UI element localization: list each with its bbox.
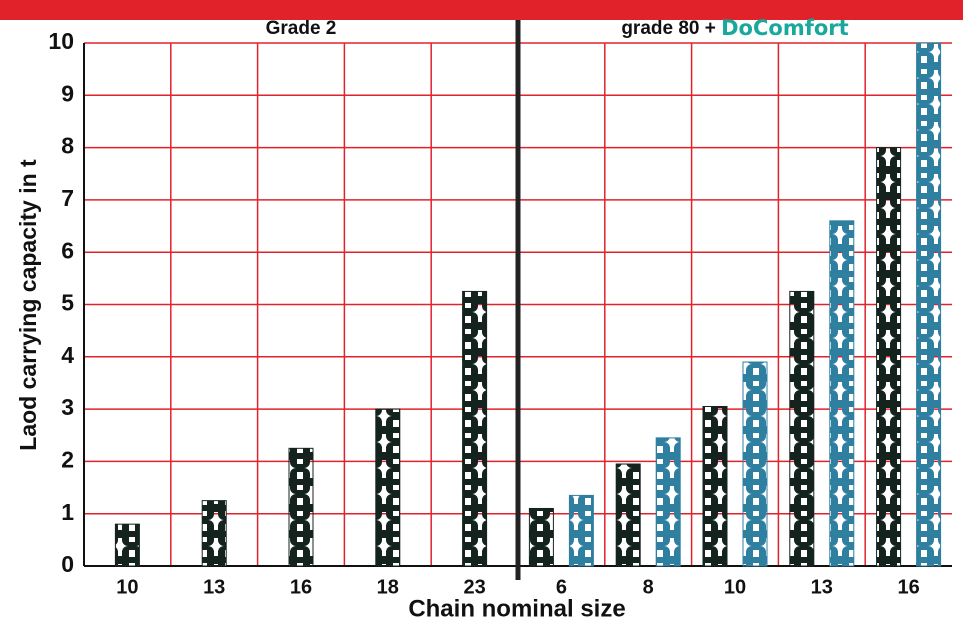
- chain-bar: [615, 463, 641, 567]
- y-axis-title: Laod carrying capacity in t: [15, 159, 41, 451]
- y-tick-label: 3: [61, 394, 74, 420]
- x-tick-label: 23: [463, 576, 485, 598]
- group-header: Grade 2: [266, 18, 337, 39]
- y-tick-label: 4: [61, 342, 74, 368]
- x-tick-label: 16: [290, 576, 312, 598]
- chain-bar: [568, 494, 594, 567]
- y-tick-label: 6: [61, 237, 74, 263]
- x-tick-label: 6: [556, 576, 567, 598]
- y-tick-label: 2: [61, 446, 74, 472]
- x-tick-label: 13: [811, 576, 833, 598]
- chain-bar: [528, 507, 554, 567]
- series-name: DoComfort: [721, 16, 849, 40]
- y-tick-label: 10: [48, 28, 74, 54]
- x-tick-label: 18: [377, 576, 399, 598]
- chain-bar: [655, 437, 681, 567]
- y-tick-label: 1: [61, 499, 74, 525]
- top-band: [0, 0, 963, 20]
- x-tick-label: 16: [897, 576, 919, 598]
- chain-bar: [876, 147, 902, 567]
- x-tick-label: 10: [116, 576, 138, 598]
- chain-bar: [375, 408, 401, 567]
- group-title: Grade 2: [266, 18, 337, 39]
- group-header: grade 80 + DoComfort: [621, 16, 848, 40]
- group-title: grade 80 +: [621, 18, 716, 39]
- y-tick-label: 5: [61, 290, 74, 316]
- chain-bar: [201, 500, 227, 567]
- x-axis-title: Chain nominal size: [408, 595, 625, 622]
- chain-bar: [114, 523, 140, 567]
- y-tick-label: 8: [61, 133, 74, 159]
- chain-bar: [916, 42, 942, 567]
- chain-bar: [462, 290, 488, 567]
- chain-bar: [702, 405, 728, 567]
- chain-bar: [789, 290, 815, 567]
- x-tick-label: 13: [203, 576, 225, 598]
- x-tick-label: 8: [643, 576, 654, 598]
- chain-bar: [742, 361, 768, 567]
- x-tick-label: 10: [724, 576, 746, 598]
- y-tick-label: 9: [61, 80, 74, 106]
- chain-bar: [829, 220, 855, 567]
- chain-bar: [288, 447, 314, 567]
- y-tick-label: 0: [61, 551, 74, 577]
- y-tick-label: 7: [61, 185, 74, 211]
